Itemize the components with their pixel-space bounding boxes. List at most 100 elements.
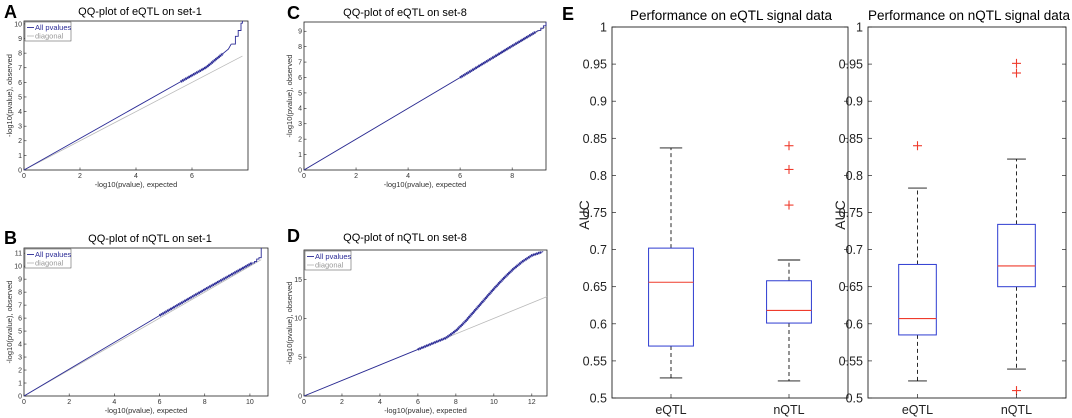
y-tick-label: 2 <box>298 137 302 144</box>
x-tick-label: 2 <box>78 173 82 180</box>
y-tick-label: 0.55 <box>583 354 607 368</box>
x-tick-label: 2 <box>340 399 344 406</box>
legend-entry-all-pvalues: All pvalues <box>35 250 72 259</box>
x-axis-label: -log10(pvalue), expected <box>105 406 188 415</box>
y-tick-label: 1 <box>600 21 607 35</box>
plot-area <box>23 20 249 171</box>
y-tick-label: 5 <box>18 328 22 335</box>
box-eqtl <box>898 141 937 382</box>
chart-title: Performance on eQTL signal data <box>630 8 833 23</box>
x-tick-label: 10 <box>490 399 498 406</box>
qq-panel-c: C QQ-plot of eQTL on set-8 0 2 4 6 8 0 1 2 3 4 5 6 7 8 9… <box>285 3 547 189</box>
y-tick-label: 4 <box>18 341 22 348</box>
qq-panel-b: B QQ-plot of nQTL on set-1 0 2 4 6 8 10 0 1 2 3 4 5 6 7… <box>4 228 269 415</box>
x-tick-label: eQTL <box>655 403 686 417</box>
x-tick-label: 2 <box>67 399 71 406</box>
y-tick-label: 6 <box>18 316 22 323</box>
box-iqr <box>766 280 812 324</box>
x-tick-label: 10 <box>246 399 254 406</box>
box-panel-e2: Performance on nQTL signal data 0.5 0.55 0.… <box>832 8 1071 417</box>
x-tick-label: 12 <box>528 399 536 406</box>
y-tick-label: 5 <box>298 90 302 97</box>
y-tick-label: 8 <box>18 290 22 297</box>
y-tick-label: 0.65 <box>839 280 863 294</box>
y-tick-label: 0.6 <box>846 317 863 331</box>
y-tick-label: 7 <box>298 59 302 66</box>
y-tick-label: 0.7 <box>846 243 863 257</box>
y-tick-label: 0.95 <box>839 58 863 72</box>
y-tick-label: 4 <box>18 109 22 116</box>
x-tick-label: 4 <box>112 399 116 406</box>
outlier-marker <box>784 164 794 174</box>
outlier-marker <box>1012 386 1021 396</box>
x-tick-label: 6 <box>190 173 194 180</box>
y-tick-label: 3 <box>298 121 302 128</box>
y-tick-label: 3 <box>18 124 22 131</box>
y-axis-label: -log10(pvalue), observed <box>5 54 14 137</box>
panel-label-c: C <box>287 3 300 23</box>
y-tick-label: 0.7 <box>590 243 607 257</box>
series-all-pvalues-tail <box>538 22 547 31</box>
y-tick-label: 0.75 <box>583 206 607 220</box>
legend-entry-all-pvalues: All pvalues <box>35 23 72 32</box>
y-axis-label: AUC <box>832 200 848 230</box>
x-tick-label: nQTL <box>1001 403 1032 417</box>
y-tick-label: 0.8 <box>846 169 863 183</box>
x-tick-label: eQTL <box>902 403 933 417</box>
chart-title: Performance on nQTL signal data <box>868 8 1071 23</box>
legend-box <box>24 21 72 42</box>
x-axis-label: -log10(pvalue), expected <box>384 180 467 189</box>
y-tick-label: 8 <box>18 51 22 58</box>
y-tick-label: 4 <box>298 106 302 113</box>
y-tick-label: 0.65 <box>583 280 607 294</box>
box-nqtl <box>766 141 812 382</box>
x-axis-label: -log10(pvalue), expected <box>95 180 178 189</box>
qq-panel-a: A QQ-plot of eQTL on set-1 0 2 4 6 0 1 2 3 4 5 6 7 8 9 1… <box>4 2 249 189</box>
legend-box <box>24 248 72 269</box>
box-iqr <box>997 223 1036 288</box>
plot-area <box>303 21 547 171</box>
x-tick-label: 0 <box>22 399 26 406</box>
y-tick-label: 0.55 <box>839 354 863 368</box>
chart-title: QQ-plot of eQTL on set-1 <box>78 6 202 18</box>
x-tick-label: 8 <box>510 173 514 180</box>
y-tick-label: 0 <box>298 167 302 174</box>
y-tick-label: 10 <box>14 264 22 271</box>
x-tick-label: 0 <box>302 173 306 180</box>
y-tick-label: 7 <box>18 65 22 72</box>
y-tick-label: 5 <box>18 94 22 101</box>
legend-entry-diagonal: diagonal <box>315 261 344 270</box>
series-diagonal <box>23 55 243 171</box>
x-tick-label: 8 <box>454 399 458 406</box>
legend-box <box>304 250 352 271</box>
box-nqtl <box>997 58 1036 396</box>
box-panel-e1: E Performance on eQTL signal data 0.5 0.55 0… <box>562 4 849 417</box>
y-axis-label: -log10(pvalue), observed <box>285 55 294 138</box>
y-tick-label: 8 <box>298 44 302 51</box>
outlier-marker <box>784 141 794 151</box>
chart-title: QQ-plot of nQTL on set-8 <box>343 232 467 244</box>
panel-label-a: A <box>4 2 17 22</box>
y-tick-label: 0.85 <box>839 132 863 146</box>
y-tick-label: 9 <box>18 36 22 43</box>
series-all-pvalues-tail <box>252 248 262 264</box>
x-tick-label: 4 <box>406 173 410 180</box>
y-tick-label: 2 <box>18 138 22 145</box>
series-all-pvalues-dense <box>158 261 253 317</box>
y-tick-label: 10 <box>14 21 22 28</box>
y-tick-label: 0.9 <box>846 95 863 109</box>
y-tick-label: 2 <box>18 367 22 374</box>
x-tick-label: 8 <box>203 399 207 406</box>
panel-label-b: B <box>4 228 17 248</box>
x-tick-label: 6 <box>458 173 462 180</box>
series-diagonal <box>23 259 262 397</box>
x-tick-label: nQTL <box>773 403 804 417</box>
y-tick-label: 0 <box>18 167 22 174</box>
y-tick-label: 9 <box>298 29 302 36</box>
panel-label-d: D <box>287 226 300 246</box>
y-tick-label: 1 <box>298 152 302 159</box>
series-all-pvalues-tail <box>231 21 243 45</box>
outlier-marker <box>1012 58 1021 68</box>
